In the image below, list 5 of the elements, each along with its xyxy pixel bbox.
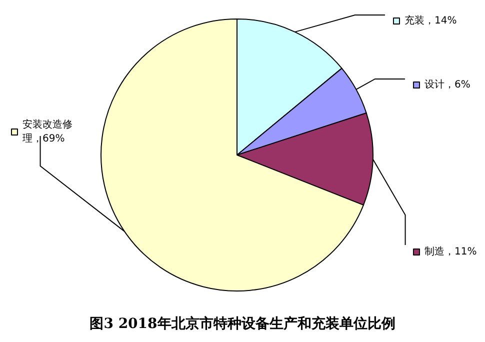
text: 图3 2018年北京市特种设备生产和充装单位比例 [90, 315, 396, 332]
legend-label: 安装改造修理，69% [22, 118, 72, 144]
legend-label: 制造，11% [424, 246, 477, 258]
legend-label: 设计，6% [424, 78, 470, 90]
legend-label: 充装，14% [404, 14, 457, 26]
